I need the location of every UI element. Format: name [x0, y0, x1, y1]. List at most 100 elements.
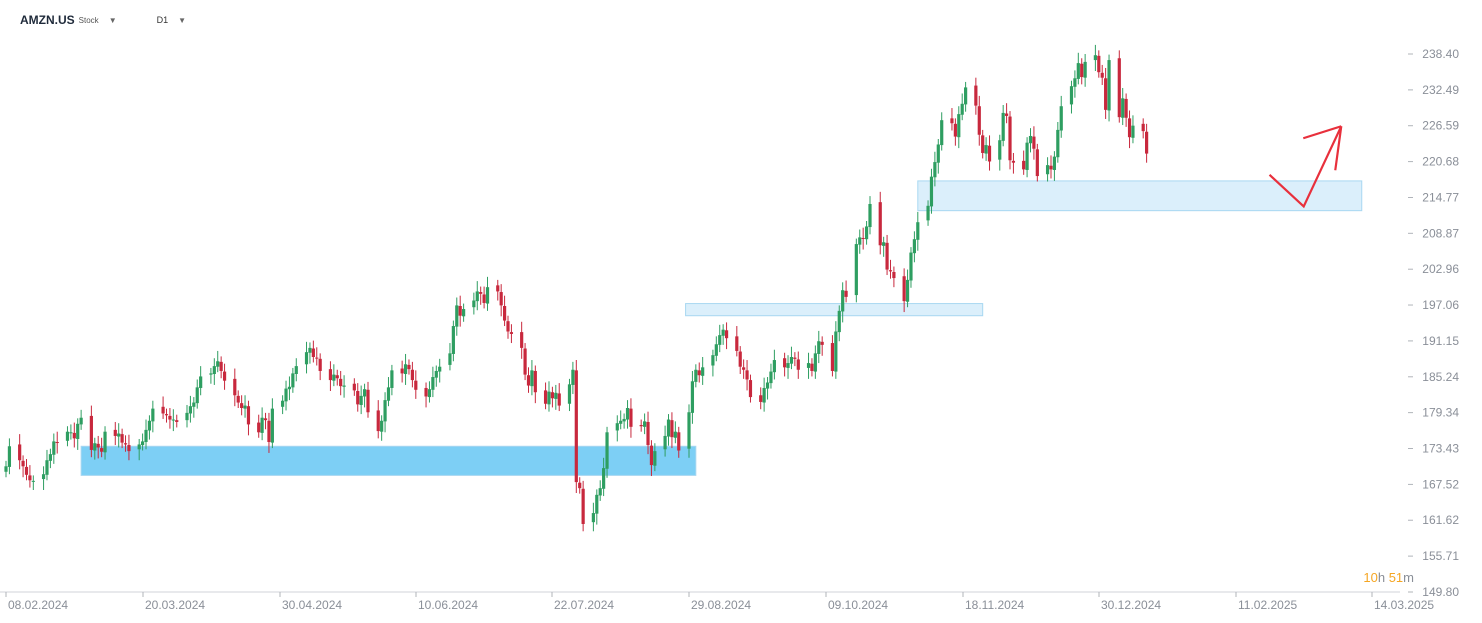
candle-body: [472, 300, 476, 308]
chart-header: AMZN.US Stock ▼ D1 ▼: [20, 10, 186, 30]
candle-body: [981, 135, 985, 153]
candle-body: [359, 395, 363, 405]
candle-body: [987, 145, 992, 162]
candle-body: [957, 114, 961, 138]
candle-body: [926, 205, 930, 221]
candle-body: [834, 331, 838, 372]
candle-body: [438, 366, 442, 372]
candle-body: [400, 368, 404, 374]
candle-body: [701, 367, 705, 376]
x-tick-label: 22.07.2024: [554, 598, 614, 612]
candle-body: [858, 237, 862, 245]
candle-body: [188, 406, 193, 414]
candle-body: [1008, 116, 1012, 161]
candle-body: [547, 391, 551, 405]
candle-body: [18, 444, 22, 461]
candle-body: [1100, 72, 1104, 78]
candle-body: [1080, 63, 1084, 78]
candle-body: [434, 370, 438, 378]
candle-body: [557, 393, 561, 406]
candle-body: [1107, 60, 1111, 111]
candle-body: [1145, 131, 1149, 154]
candle-body: [974, 85, 978, 106]
candle-body: [909, 252, 913, 281]
candle-body: [390, 370, 394, 388]
candle-body: [335, 375, 339, 379]
candle-body: [639, 425, 643, 427]
candle-body: [649, 445, 654, 466]
candle-body: [697, 370, 701, 376]
candle-body: [854, 244, 858, 296]
candle-body: [1124, 98, 1128, 118]
y-tick-label: 179.34: [1422, 406, 1459, 420]
candle-body: [533, 370, 537, 393]
candle-body: [598, 488, 602, 496]
candle-body: [714, 344, 718, 356]
y-tick-label: 155.71: [1422, 549, 1459, 563]
candle-body: [195, 387, 199, 404]
candle-body: [905, 279, 910, 302]
candle-body: [595, 494, 599, 514]
candle-body: [332, 374, 336, 381]
y-tick-label: 197.06: [1422, 298, 1459, 312]
candle-body: [806, 363, 811, 368]
candle-body: [882, 242, 886, 246]
candle-body: [72, 432, 76, 439]
candle-body: [240, 403, 244, 409]
candle-body: [506, 321, 510, 332]
candle-body: [602, 468, 606, 489]
x-tick-label: 30.04.2024: [282, 598, 342, 612]
candle-body: [1025, 142, 1029, 170]
timeframe-dropdown-icon[interactable]: ▼: [178, 15, 187, 25]
candle-body: [482, 294, 486, 303]
candle-body: [646, 421, 650, 446]
candle-body: [502, 305, 507, 321]
candle-body: [192, 402, 196, 407]
candle-body: [1097, 55, 1101, 73]
symbol-label[interactable]: AMZN.US: [20, 13, 75, 27]
candle-body: [653, 451, 657, 466]
candle-body: [1004, 113, 1009, 116]
candle-body: [567, 384, 572, 404]
candle-body: [509, 332, 514, 334]
candle-body: [212, 366, 216, 375]
candle-body: [844, 290, 848, 297]
candle-body: [164, 414, 169, 416]
candle-body: [175, 420, 179, 422]
candle-body: [1104, 78, 1108, 110]
y-tick-label: 238.40: [1422, 47, 1459, 61]
timeframe-label[interactable]: D1: [156, 15, 169, 25]
candle-body: [581, 488, 585, 524]
candle-body: [916, 222, 920, 240]
candle-body: [281, 400, 285, 407]
candle-body: [1045, 165, 1050, 175]
candle-body: [407, 364, 411, 370]
candle-body: [841, 290, 845, 312]
candle-body: [24, 466, 29, 475]
candle-body: [93, 443, 97, 451]
candle-body: [1127, 118, 1132, 138]
candle-body: [76, 423, 80, 439]
candle-body: [694, 369, 698, 382]
symbol-dropdown-icon[interactable]: ▼: [108, 15, 117, 25]
candle-body: [523, 348, 527, 375]
candle-body: [48, 454, 52, 461]
candle-body: [352, 383, 356, 391]
candle-body: [1117, 58, 1121, 118]
candle-body: [318, 358, 322, 371]
candle-body: [96, 443, 100, 448]
candle-body: [960, 103, 964, 115]
x-tick-label: 18.11.2024: [965, 598, 1024, 612]
y-tick-label: 185.24: [1422, 370, 1459, 384]
candle-body: [526, 375, 531, 386]
candle-body: [977, 106, 981, 135]
support-zone-2: [685, 303, 984, 317]
candle-body: [451, 326, 455, 354]
candle-body: [868, 203, 872, 228]
candle-body: [233, 378, 237, 396]
candle-body: [1073, 78, 1077, 87]
candle-body: [765, 382, 770, 389]
candle-body: [424, 387, 428, 397]
projection-arrowhead-right: [1334, 126, 1343, 171]
